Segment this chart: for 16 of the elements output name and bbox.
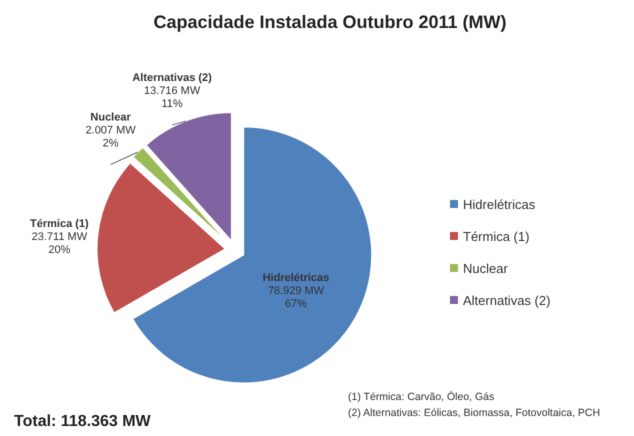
legend-label: Térmica (1)	[463, 229, 530, 244]
data-label: 23.711 MW 20%	[32, 231, 88, 256]
text: (1) Térmica: Carvão, Óleo, Gás	[348, 390, 494, 403]
text: (2) Alternativas: Eólicas, Biomassa, Fotovoltaica, PCH	[348, 407, 600, 419]
slice-label: Hidrelétricas	[262, 272, 330, 284]
slice-label: Térmica (1)	[30, 218, 90, 230]
slice-label: Nuclear	[90, 112, 132, 124]
data-label: 2.007 MW 2%	[86, 124, 136, 150]
legend-label: Alternativas (2)	[463, 293, 550, 308]
legend-label: Nuclear	[463, 261, 508, 276]
data-label: 78.929 MW 67%	[268, 285, 325, 310]
text: Total: 118.363 MW	[14, 413, 152, 430]
chart-title: Capacidade Instalada Outubro 2011 (MW)	[153, 12, 507, 32]
data-label: 13.716 MW 11%	[144, 84, 201, 110]
legend-label: Hidrelétricas	[463, 197, 536, 212]
slice-label: Alternativas (2)	[132, 72, 212, 84]
